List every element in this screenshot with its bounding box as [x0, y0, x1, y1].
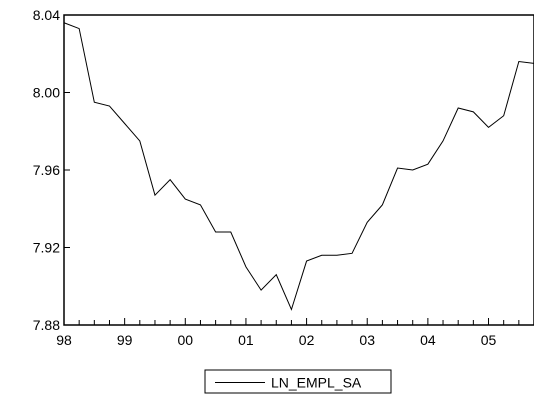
x-axis: 98 99 00 01 02 03 04 05	[56, 318, 534, 348]
y-tick-label: 8.00	[33, 85, 60, 101]
x-tick-label: 98	[56, 332, 72, 348]
x-tick-label: 01	[238, 332, 254, 348]
legend-label: LN_EMPL_SA	[271, 375, 362, 391]
plot-area-frame	[63, 14, 534, 326]
y-tick-label: 7.96	[33, 162, 60, 178]
y-tick-label: 8.04	[33, 7, 60, 23]
legend: LN_EMPL_SA	[204, 369, 392, 394]
series-layer	[63, 22, 534, 311]
y-tick-label: 7.88	[33, 317, 60, 333]
series-line	[63, 22, 534, 311]
x-tick-label: 05	[481, 332, 497, 348]
y-axis: 7.88 7.92 7.96 8.00 8.04	[33, 7, 70, 333]
x-tick-label: 02	[299, 332, 315, 348]
x-tick-label: 99	[117, 332, 133, 348]
x-tick-label: 03	[359, 332, 375, 348]
x-tick-label: 00	[178, 332, 194, 348]
legend-box	[204, 369, 392, 394]
y-tick-label: 7.92	[33, 240, 60, 256]
x-tick-label: 04	[420, 332, 436, 348]
